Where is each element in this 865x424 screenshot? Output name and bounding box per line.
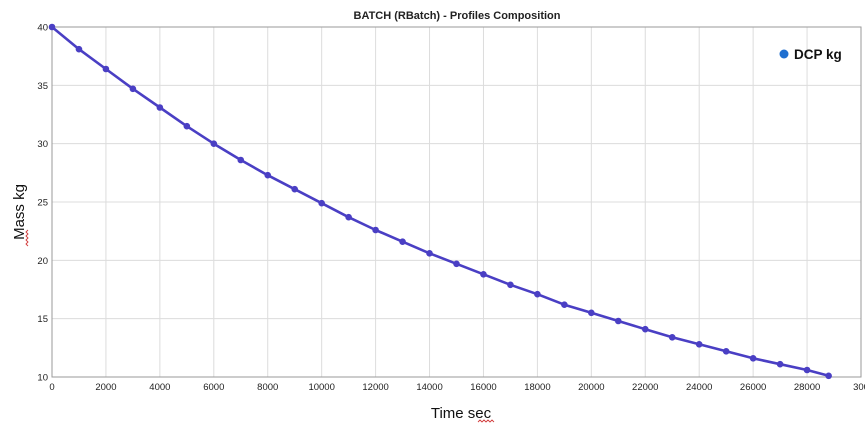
data-point (183, 122, 191, 130)
data-point (561, 301, 568, 308)
data-point (588, 309, 595, 317)
data-point (210, 140, 218, 147)
x-tick-label: 20000 (578, 382, 604, 393)
data-point (749, 355, 757, 362)
x-tick-label: 12000 (362, 382, 388, 393)
x-axis-label: Time sec (431, 405, 492, 422)
data-point (48, 23, 56, 31)
legend-label: DCP kg (794, 47, 842, 62)
x-tick-label: 6000 (203, 382, 224, 393)
data-point (695, 341, 703, 348)
data-point (722, 348, 730, 355)
data-point (426, 250, 433, 257)
x-tick-label: 0 (49, 382, 54, 393)
data-point (156, 104, 164, 111)
data-point (641, 325, 649, 333)
x-tick-label: 16000 (470, 382, 496, 393)
x-tick-label: 22000 (632, 382, 658, 393)
data-point (453, 260, 460, 268)
y-tick-label: 20 (37, 256, 48, 267)
data-point (345, 213, 352, 221)
legend: DCP kg (779, 47, 842, 62)
data-point (615, 317, 622, 325)
x-tick-label: 26000 (740, 382, 766, 393)
data-point (399, 238, 406, 245)
y-tick-label: 25 (37, 198, 48, 209)
data-point (318, 199, 325, 207)
data-point (668, 334, 676, 341)
data-point (129, 85, 137, 93)
data-point (480, 271, 487, 278)
x-tick-label: 10000 (308, 382, 334, 393)
data-point (237, 156, 245, 164)
plot-frame (51, 26, 862, 378)
data-point (372, 226, 379, 234)
y-tick-label: 10 (37, 373, 48, 384)
spellcheck-underline (477, 419, 495, 423)
data-point (507, 281, 514, 289)
chart-title: BATCH (RBatch) - Profiles Composition (354, 10, 561, 22)
spellcheck-underline (25, 229, 29, 247)
y-tick-label: 40 (37, 23, 48, 34)
data-point (291, 185, 299, 193)
data-point (264, 171, 272, 179)
data-point (776, 360, 784, 368)
data-point (102, 65, 110, 73)
x-tick-label: 2000 (95, 382, 116, 393)
y-tick-label: 30 (37, 139, 48, 150)
data-point (803, 366, 811, 374)
y-tick-label: 15 (37, 314, 48, 325)
y-tick-labels: 10 15 20 25 30 35 40 (37, 23, 48, 384)
x-tick-label: 4000 (149, 382, 170, 393)
legend-marker (779, 49, 789, 59)
y-axis-label: Mass kg (11, 184, 28, 240)
series-line-dcp (51, 25, 829, 378)
data-point (75, 45, 83, 53)
y-tick-label: 35 (37, 81, 48, 92)
x-tick-label: 14000 (416, 382, 442, 393)
x-tick-label: 24000 (686, 382, 712, 393)
grid (51, 26, 862, 378)
x-tick-labels: 0 2000 4000 6000 8000 10000 12000 14000 16000 180… (49, 382, 865, 393)
x-tick-label: 8000 (257, 382, 278, 393)
x-tick-label: 28000 (794, 382, 820, 393)
data-point (534, 290, 541, 298)
series-points-dcp (48, 23, 832, 380)
x-tick-label: 18000 (524, 382, 550, 393)
data-point (825, 372, 832, 380)
x-tick-label: 300 (853, 382, 865, 393)
